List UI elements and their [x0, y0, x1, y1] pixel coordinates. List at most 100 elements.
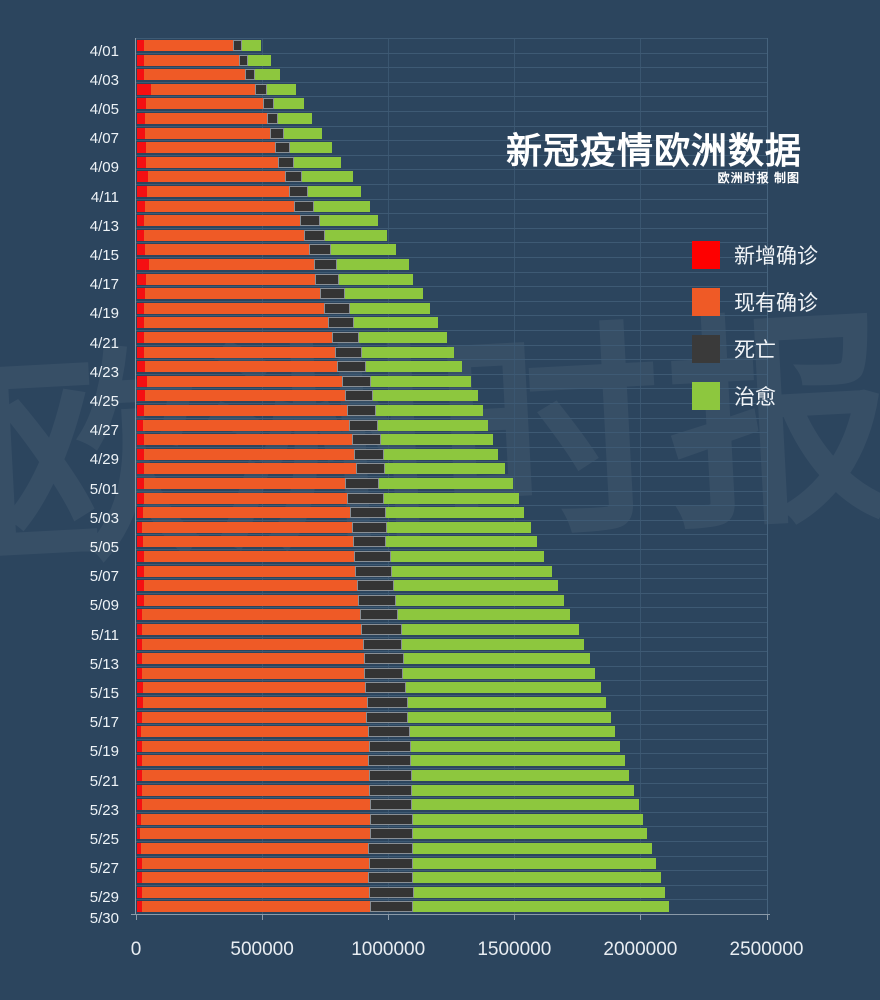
- legend-label: 治愈: [734, 386, 776, 409]
- bar-segment-new: [137, 273, 147, 285]
- bar-row: [137, 448, 499, 460]
- bar-row: [137, 229, 387, 241]
- bar-row: [137, 565, 552, 577]
- bar-row: [137, 390, 478, 402]
- bar-segment-recovered: [302, 171, 353, 183]
- bar-segment-new: [137, 346, 145, 358]
- row-separator: [136, 724, 767, 726]
- bar-segment-recovered: [378, 419, 488, 431]
- bar-segment-deaths: [367, 726, 410, 738]
- bar-row: [137, 405, 484, 416]
- row-separator: [136, 534, 767, 536]
- row-separator: [136, 359, 767, 361]
- y-tick-label: 4/25: [89, 392, 119, 410]
- bar-row: [137, 609, 571, 621]
- bar-segment-active: [144, 69, 246, 81]
- y-tick-label: 4/13: [89, 217, 119, 235]
- row-separator: [136, 695, 767, 696]
- bar-segment-recovered: [358, 332, 447, 343]
- bar-segment-new: [137, 813, 141, 825]
- bar-segment-recovered: [278, 113, 313, 124]
- legend-item: 新增确诊: [692, 241, 818, 269]
- bar-segment-new: [137, 726, 141, 738]
- row-separator: [136, 738, 767, 740]
- bar-segment-deaths: [267, 113, 279, 124]
- bar-segment-new: [137, 244, 146, 256]
- bar-segment-new: [137, 784, 143, 796]
- row-separator: [136, 651, 767, 653]
- bar-segment-deaths: [334, 346, 363, 358]
- bar-segment-active: [143, 478, 345, 489]
- bar-segment-new: [137, 799, 142, 811]
- bar-row: [137, 302, 431, 314]
- bar-segment-new: [137, 171, 149, 183]
- bar-segment-recovered: [403, 667, 595, 679]
- row-separator: [136, 826, 767, 828]
- bar-segment-new: [137, 156, 147, 168]
- row-separator: [136, 417, 767, 419]
- bar-segment-recovered: [409, 726, 616, 738]
- bar-row: [137, 200, 370, 212]
- bar-segment-recovered: [384, 448, 499, 460]
- x-tick-label: 1500000: [477, 939, 552, 960]
- y-tick-label: 5/29: [89, 889, 119, 907]
- row-separator: [136, 797, 767, 799]
- bar-segment-active: [144, 215, 300, 227]
- y-tick-label: 5/19: [89, 743, 119, 761]
- bar-row: [137, 215, 379, 227]
- bar-row: [137, 156, 342, 168]
- bar-segment-recovered: [412, 872, 661, 884]
- bar-segment-deaths: [368, 770, 412, 781]
- bar-segment-recovered: [370, 375, 472, 387]
- bar-segment-new: [137, 54, 144, 66]
- bar-segment-recovered: [385, 463, 506, 475]
- row-separator: [136, 388, 767, 390]
- x-tick-label: 0: [130, 939, 142, 960]
- row-separator: [136, 330, 767, 331]
- bar-segment-active: [142, 609, 360, 621]
- bar-segment-active: [144, 448, 354, 460]
- y-tick-label: 4/15: [89, 246, 119, 264]
- bar-segment-new: [137, 638, 143, 650]
- bar-segment-recovered: [412, 828, 647, 840]
- bar-segment-deaths: [349, 419, 379, 431]
- row-separator: [136, 476, 767, 477]
- row-separator: [136, 315, 767, 317]
- bar-segment-recovered: [349, 302, 431, 314]
- bar-row: [137, 434, 494, 446]
- row-separator: [136, 242, 767, 244]
- bar-segment-active: [149, 259, 315, 270]
- bar-segment-active: [142, 886, 369, 898]
- bar-segment-recovered: [247, 54, 272, 66]
- bar-segment-new: [137, 215, 145, 227]
- bar-segment-deaths: [351, 434, 382, 446]
- bar-segment-recovered: [294, 156, 342, 168]
- row-separator: [136, 403, 767, 404]
- legend-swatch: [692, 335, 720, 363]
- bar-segment-recovered: [391, 565, 552, 577]
- bar-segment-recovered: [390, 551, 545, 562]
- y-tick-label: 5/03: [89, 509, 119, 527]
- y-tick-label: 5/11: [90, 626, 119, 644]
- row-separator: [136, 198, 767, 200]
- bar-segment-deaths: [349, 507, 386, 519]
- row-separator: [136, 96, 767, 98]
- bar-row: [137, 784, 634, 796]
- bar-row: [137, 98, 305, 110]
- bar-segment-active: [146, 273, 316, 285]
- bar-segment-recovered: [411, 799, 639, 811]
- legend-label: 死亡: [734, 339, 776, 362]
- bar-segment-deaths: [355, 565, 392, 577]
- bar-segment-recovered: [396, 594, 565, 606]
- legend: 新增确诊 现有确诊 死亡 治愈: [692, 241, 818, 429]
- x-tick-label: 500000: [230, 939, 294, 960]
- bar-segment-active: [144, 463, 357, 475]
- bar-row: [137, 667, 595, 679]
- bar-segment-recovered: [337, 259, 409, 270]
- bar-segment-active: [143, 405, 347, 416]
- row-separator: [136, 67, 767, 69]
- row-separator: [136, 768, 767, 769]
- y-tick-label: 4/11: [90, 188, 119, 206]
- bar-row: [137, 375, 472, 387]
- bar-segment-new: [137, 521, 142, 533]
